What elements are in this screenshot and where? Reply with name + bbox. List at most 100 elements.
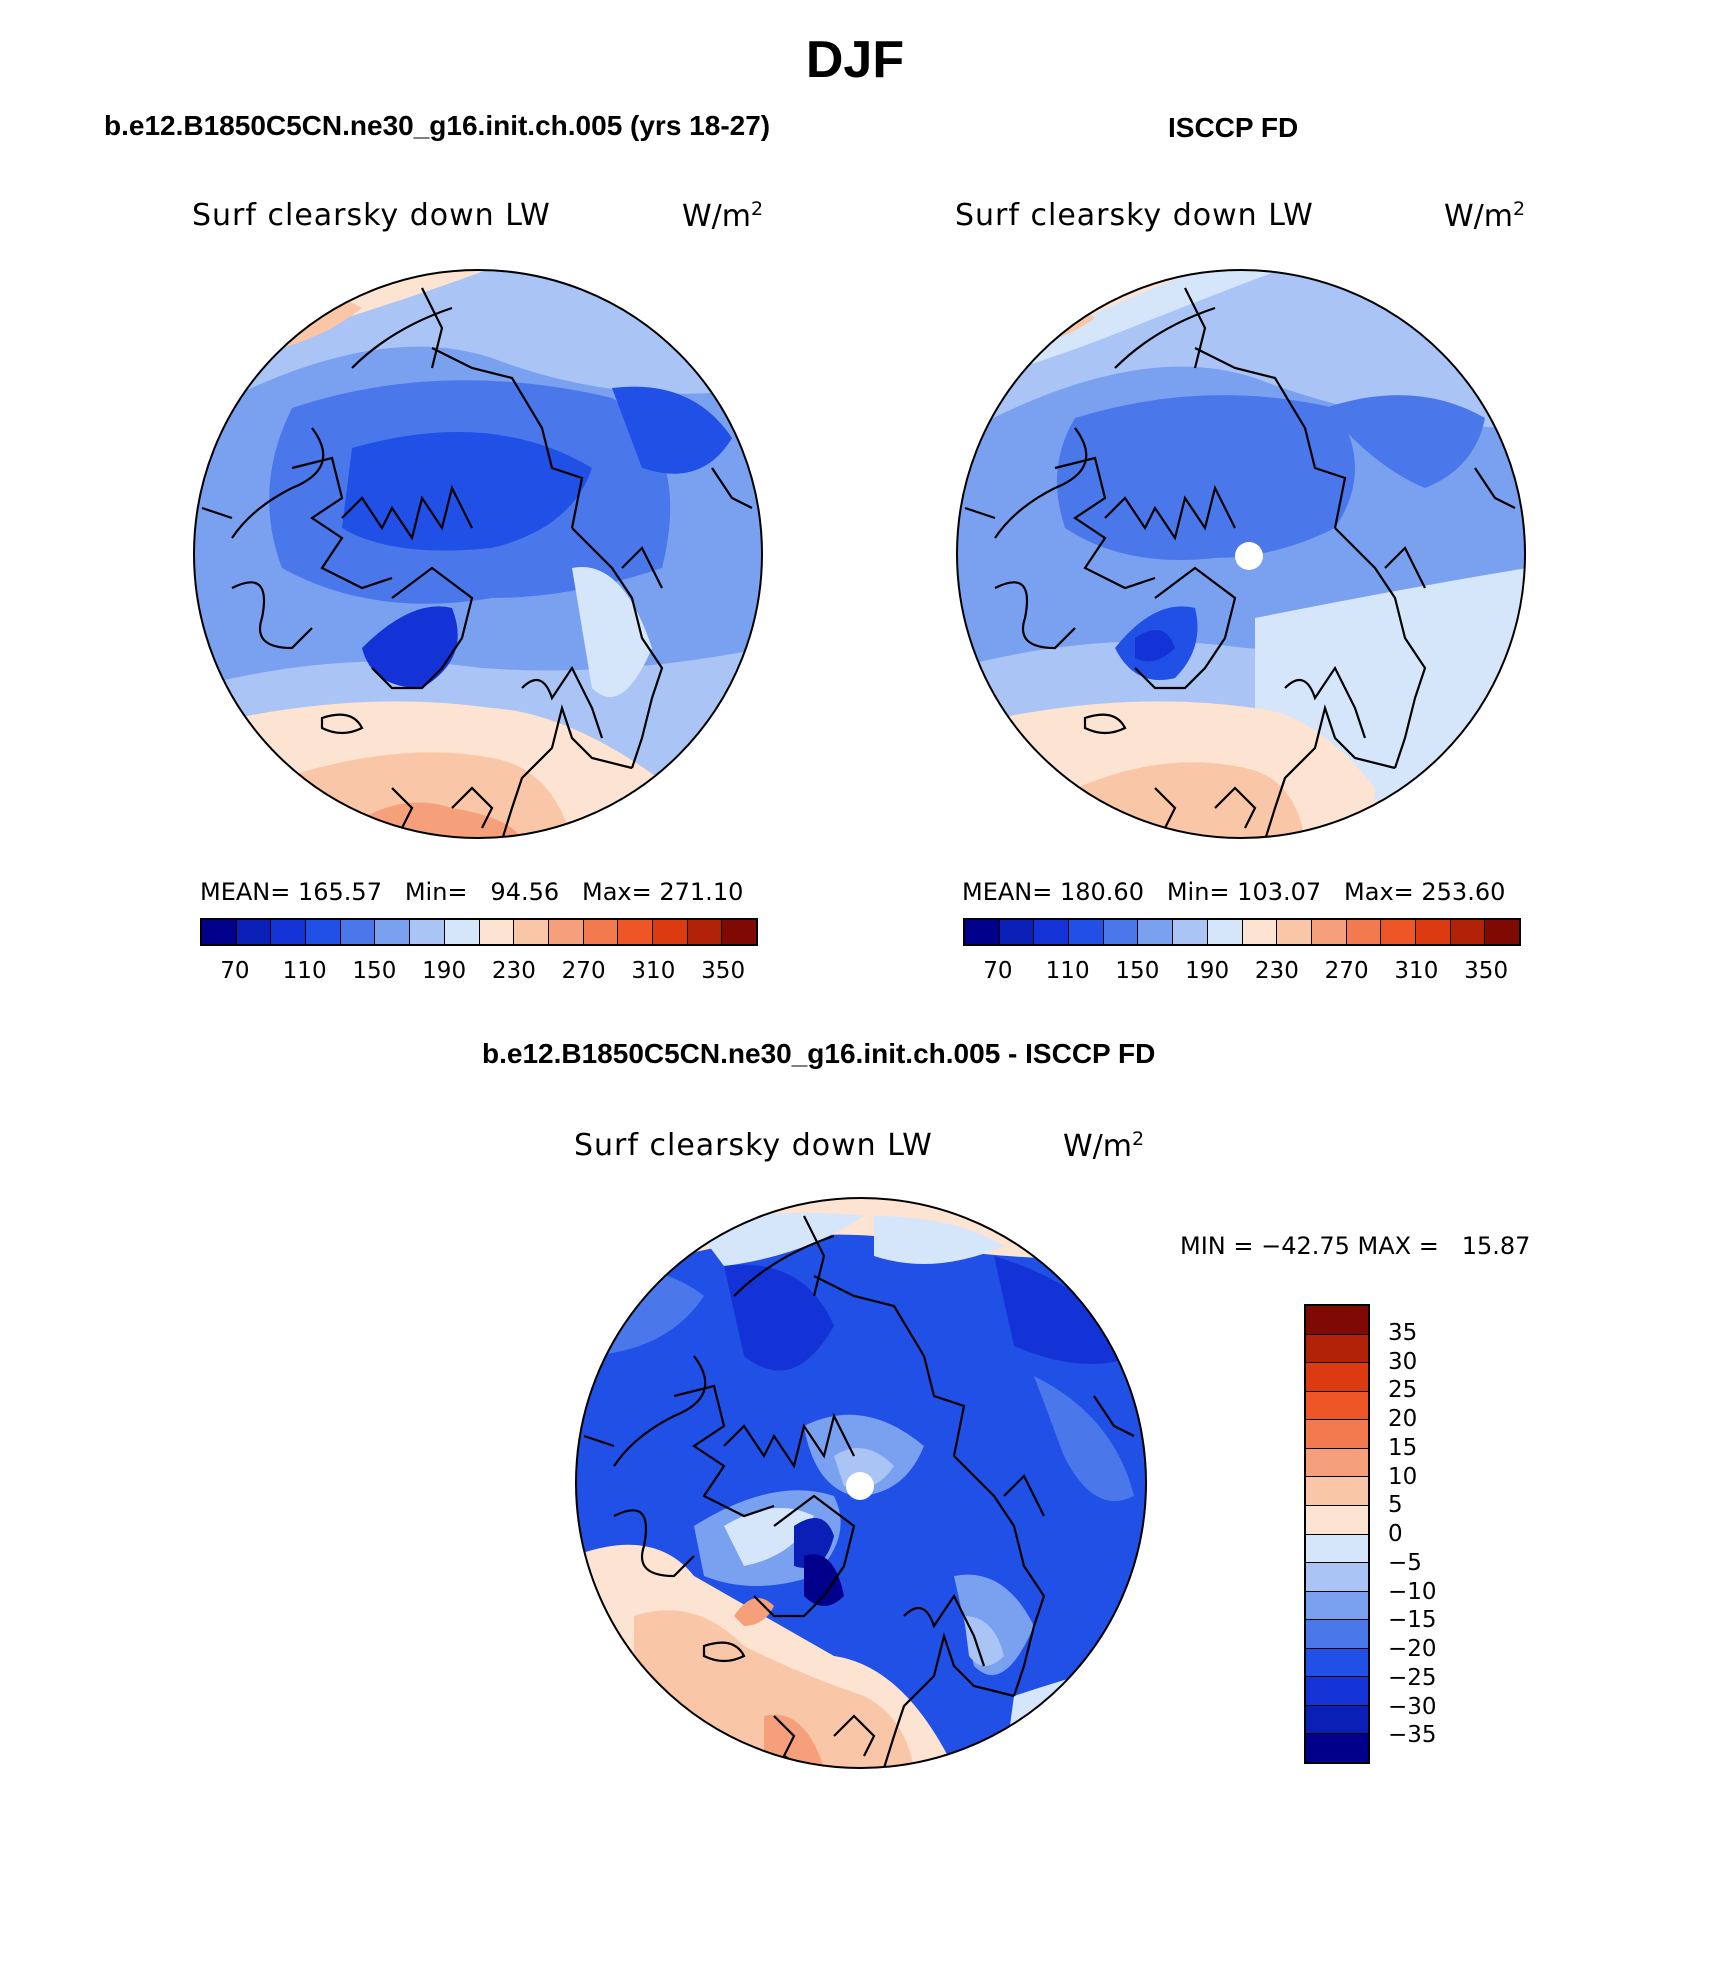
colorbar-swatch xyxy=(1306,1705,1368,1735)
colorbar-tick-label: 110 xyxy=(1045,958,1090,984)
colorbar-tick-label: 270 xyxy=(1324,958,1369,984)
colorbar-tick-label: 110 xyxy=(282,958,327,984)
colorbar-tick-label: 190 xyxy=(422,958,467,984)
colorbar-tick-label: 10 xyxy=(1388,1463,1418,1490)
panel3-variable-label: Surf clearsky down LW xyxy=(574,1128,933,1163)
colorbar-swatch xyxy=(1306,1306,1368,1335)
colorbar-tick-label: 70 xyxy=(983,958,1013,984)
colorbar-swatch xyxy=(1306,1591,1368,1621)
panel2-colorbar xyxy=(963,918,1521,946)
panel1-stats: MEAN= 165.57 Min= 94.56 Max= 271.10 xyxy=(200,878,744,906)
colorbar-swatch xyxy=(1306,1534,1368,1564)
colorbar-swatch xyxy=(1034,920,1070,944)
colorbar-swatch xyxy=(1306,1734,1368,1762)
panel3-unit-label: W/m2 xyxy=(1063,1128,1145,1164)
colorbar-tick-label: −30 xyxy=(1388,1693,1437,1720)
panel1-title: b.e12.B1850C5CN.ne30_g16.init.ch.005 (yr… xyxy=(104,110,771,141)
colorbar-swatch xyxy=(1306,1505,1368,1535)
colorbar-swatch xyxy=(999,920,1035,944)
colorbar-swatch xyxy=(1306,1363,1368,1392)
colorbar-swatch xyxy=(1306,1334,1368,1364)
colorbar-tick-label: −15 xyxy=(1388,1607,1437,1634)
colorbar-tick-label: 5 xyxy=(1388,1492,1403,1519)
panel1-variable-label: Surf clearsky down LW xyxy=(192,198,551,233)
colorbar-tick-label: −20 xyxy=(1388,1636,1437,1662)
colorbar-swatch xyxy=(583,920,619,944)
colorbar-tick-label: 150 xyxy=(1115,958,1160,984)
colorbar-swatch xyxy=(1207,920,1243,944)
colorbar-swatch xyxy=(1485,920,1519,944)
colorbar-swatch xyxy=(548,920,584,944)
colorbar-tick-label: 0 xyxy=(1388,1521,1403,1547)
colorbar-tick-label: 350 xyxy=(701,958,746,984)
panel3-title: b.e12.B1850C5CN.ne30_g16.init.ch.005 - I… xyxy=(482,1038,1156,1069)
panel2-title: ISCCP FD xyxy=(1168,112,1299,143)
colorbar-tick-label: −10 xyxy=(1388,1578,1437,1605)
colorbar-swatch xyxy=(514,920,549,944)
colorbar-tick-label: 20 xyxy=(1388,1406,1418,1432)
colorbar-swatch xyxy=(1450,920,1486,944)
colorbar-swatch xyxy=(444,920,480,944)
colorbar-swatch xyxy=(1311,920,1347,944)
colorbar-swatch xyxy=(1277,920,1312,944)
colorbar-swatch xyxy=(1173,920,1208,944)
colorbar-swatch xyxy=(1306,1448,1368,1478)
colorbar-swatch xyxy=(1242,920,1278,944)
colorbar-swatch xyxy=(1306,1563,1368,1592)
figure-title: DJF xyxy=(805,31,905,89)
colorbar-tick-label: −35 xyxy=(1388,1722,1437,1749)
colorbar-tick-label: 310 xyxy=(1394,958,1439,984)
colorbar-swatch xyxy=(687,920,723,944)
panel2-unit-label: W/m2 xyxy=(1444,198,1526,234)
colorbar-swatch xyxy=(722,920,756,944)
colorbar-tick-label: 350 xyxy=(1464,958,1509,984)
colorbar-swatch xyxy=(271,920,307,944)
colorbar-tick-label: 230 xyxy=(1254,958,1299,984)
colorbar-tick-label: 270 xyxy=(561,958,606,984)
colorbar-swatch xyxy=(479,920,515,944)
colorbar-swatch xyxy=(1069,920,1104,944)
panel2-colorbar-ticks: 70 110 150 190 230 270 310 350 xyxy=(963,958,1521,988)
colorbar-tick-label: 15 xyxy=(1388,1434,1418,1461)
colorbar-swatch xyxy=(618,920,653,944)
colorbar-swatch xyxy=(1306,1677,1368,1706)
panel1-unit-label: W/m2 xyxy=(682,198,764,234)
colorbar-swatch xyxy=(1346,920,1382,944)
colorbar-swatch xyxy=(1306,1477,1368,1506)
panel2-variable-label: Surf clearsky down LW xyxy=(955,198,1314,233)
colorbar-swatch xyxy=(306,920,341,944)
colorbar-tick-label: −25 xyxy=(1388,1664,1437,1691)
colorbar-swatch xyxy=(1381,920,1416,944)
colorbar-swatch xyxy=(236,920,272,944)
colorbar-swatch xyxy=(1103,920,1139,944)
colorbar-swatch xyxy=(652,920,688,944)
panel1-colorbar-ticks: 70 110 150 190 230 270 310 350 xyxy=(200,958,758,988)
colorbar-tick-label: 30 xyxy=(1388,1348,1418,1375)
colorbar-swatch xyxy=(375,920,411,944)
panel3-colorbar xyxy=(1304,1304,1370,1764)
colorbar-swatch xyxy=(965,920,1000,944)
panel3-polar-map xyxy=(575,1197,1147,1769)
colorbar-tick-label: 310 xyxy=(631,958,676,984)
colorbar-tick-label: 150 xyxy=(352,958,397,984)
colorbar-tick-label: 190 xyxy=(1185,958,1230,984)
colorbar-swatch xyxy=(1306,1420,1368,1449)
panel2-stats: MEAN= 180.60 Min= 103.07 Max= 253.60 xyxy=(962,878,1506,906)
colorbar-swatch xyxy=(1306,1620,1368,1649)
panel3-colorbar-ticks: 35 30 25 20 15 10 5 0 −5 −10 −15 −20 −25 −30 −35 xyxy=(1388,1304,1508,1764)
colorbar-tick-label: 25 xyxy=(1388,1377,1418,1404)
colorbar-tick-label: 230 xyxy=(491,958,536,984)
colorbar-swatch xyxy=(1306,1391,1368,1421)
panel3-stats: MIN = −42.75 MAX = 15.87 xyxy=(1180,1232,1531,1260)
colorbar-swatch xyxy=(1306,1648,1368,1678)
colorbar-tick-label: 35 xyxy=(1388,1319,1418,1346)
colorbar-tick-label: 70 xyxy=(220,958,250,984)
panel1-polar-map xyxy=(193,269,763,839)
colorbar-swatch xyxy=(410,920,445,944)
colorbar-swatch xyxy=(202,920,237,944)
colorbar-tick-label: −5 xyxy=(1388,1549,1422,1576)
panel1-colorbar xyxy=(200,918,758,946)
colorbar-swatch xyxy=(340,920,376,944)
panel2-polar-map xyxy=(956,269,1526,839)
colorbar-swatch xyxy=(1138,920,1174,944)
